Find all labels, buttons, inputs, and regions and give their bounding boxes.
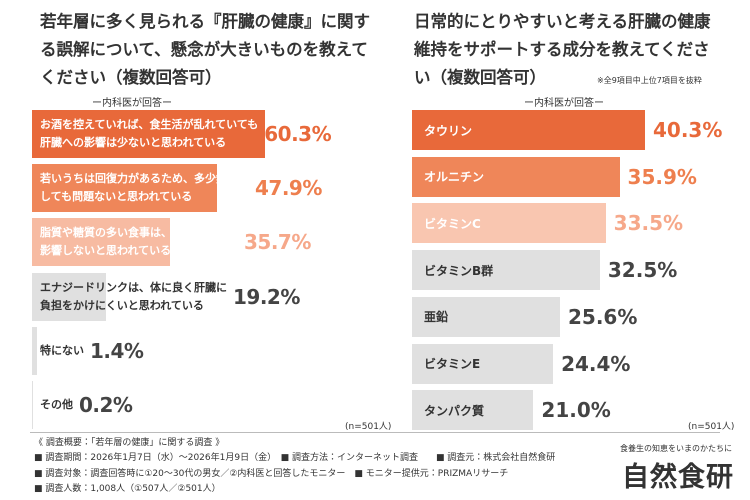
value-label: 21.0% [541, 398, 611, 423]
category-label: ビタミンB群 [424, 263, 494, 278]
category-label: ビタミンE [424, 357, 481, 371]
survey-line: ■ 調査期間：2026年1月7日（水）〜2026年1月9日（金） ■ 調査方法：… [34, 453, 556, 463]
value-label: 60.3% [264, 122, 332, 146]
category-label: その他 [40, 398, 73, 411]
survey-line: ■ 調査人数：1,008人（①507人／②501人） [34, 484, 221, 494]
category-label: タンパク質 [424, 403, 485, 418]
bar-row: お酒を控えていれば、食生活が乱れていても 肝臓への影響は少ないと思われている 60… [32, 110, 332, 158]
value-label: 40.3% [653, 118, 723, 142]
bar [412, 296, 560, 337]
category-label: 脂質や糖質の多い食事は、肝臓にあまり 影響しないと思われている [40, 226, 238, 258]
value-label: 1.4% [90, 338, 144, 363]
chart-title: 日常的にとりやすいと考える肝臓の健康維持をサポートする成分を教えてください（複数… [414, 12, 711, 87]
bar-row: 脂質や糖質の多い食事は、肝臓にあまり 影響しないと思われている 35.7% [32, 218, 311, 266]
bar [412, 156, 620, 197]
bar [412, 110, 645, 150]
bar [32, 110, 265, 158]
bar [32, 326, 38, 375]
bar [412, 250, 600, 291]
bar [412, 203, 606, 244]
value-label: 32.5% [607, 258, 678, 283]
value-label: 0.2% [79, 393, 133, 417]
value-label: 19.2% [233, 284, 300, 309]
survey-line: ■ 調査対象：調査回答時に①20〜30代の男女／②内科医と回答したモニター ■ … [34, 468, 509, 479]
bar [412, 343, 554, 384]
chart-note: ※全9項目中上位7項目を抜粋 [597, 76, 702, 85]
brand-tagline: 食養生の知恵をいまのかたちに [620, 444, 732, 453]
category-label: ビタミンC [424, 216, 481, 231]
bar-row: 若いうちは回復力があるため、多少無理を しても問題ないと思われている 47.9% [32, 164, 322, 212]
chart-title: 若年層に多く見られる『肝臓の健康』に関する誤解について、懸念が大きいものを教えて… [40, 12, 370, 87]
bar [32, 164, 218, 213]
bar [32, 272, 107, 321]
category-label: 亜鉛 [424, 310, 449, 325]
value-label: 33.5% [613, 211, 684, 236]
survey-lines: ■ 調査期間：2026年1月7日（水）〜2026年1月9日（金） ■ 調査方法：… [34, 451, 555, 498]
bar [32, 381, 33, 429]
bar [412, 390, 534, 431]
n-label: (n=501人) [345, 422, 392, 432]
bar-row: 特にない 1.4% [32, 327, 144, 375]
category-label: オルニチン [424, 170, 485, 185]
chart-subtitle: ー内科医が回答ー [92, 98, 172, 109]
divider [30, 432, 720, 433]
n-label: (n=501人) [688, 422, 735, 432]
category-label: 特にない [40, 343, 84, 357]
category-label: 若いうちは回復力があるため、多少無理を しても問題ないと思われている [40, 172, 249, 204]
category-label: お酒を控えていれば、食生活が乱れていても 肝臓への影響は少ないと思われている [40, 118, 259, 149]
value-label: 47.9% [255, 176, 322, 201]
bar-row: その他 0.2% [32, 381, 133, 429]
value-label: 25.6% [568, 304, 638, 329]
category-label: タウリン [424, 123, 473, 138]
value-label: 24.4% [561, 351, 631, 376]
brand-name: 自然食研 [622, 462, 734, 493]
value-label: 35.7% [244, 230, 311, 255]
bar [32, 218, 170, 267]
category-label: エナジードリンクは、体に良く肝臓に 負担をかけにくいと思われている [40, 280, 227, 312]
survey-heading: 《 調査概要：「若年層の健康」に関する調査 》 [34, 438, 225, 448]
chart-subtitle: ー内科医が回答ー [524, 98, 604, 109]
bar-row: エナジードリンクは、体に良く肝臓に 負担をかけにくいと思われている 19.2% [32, 273, 300, 321]
value-label: 35.9% [627, 164, 697, 189]
